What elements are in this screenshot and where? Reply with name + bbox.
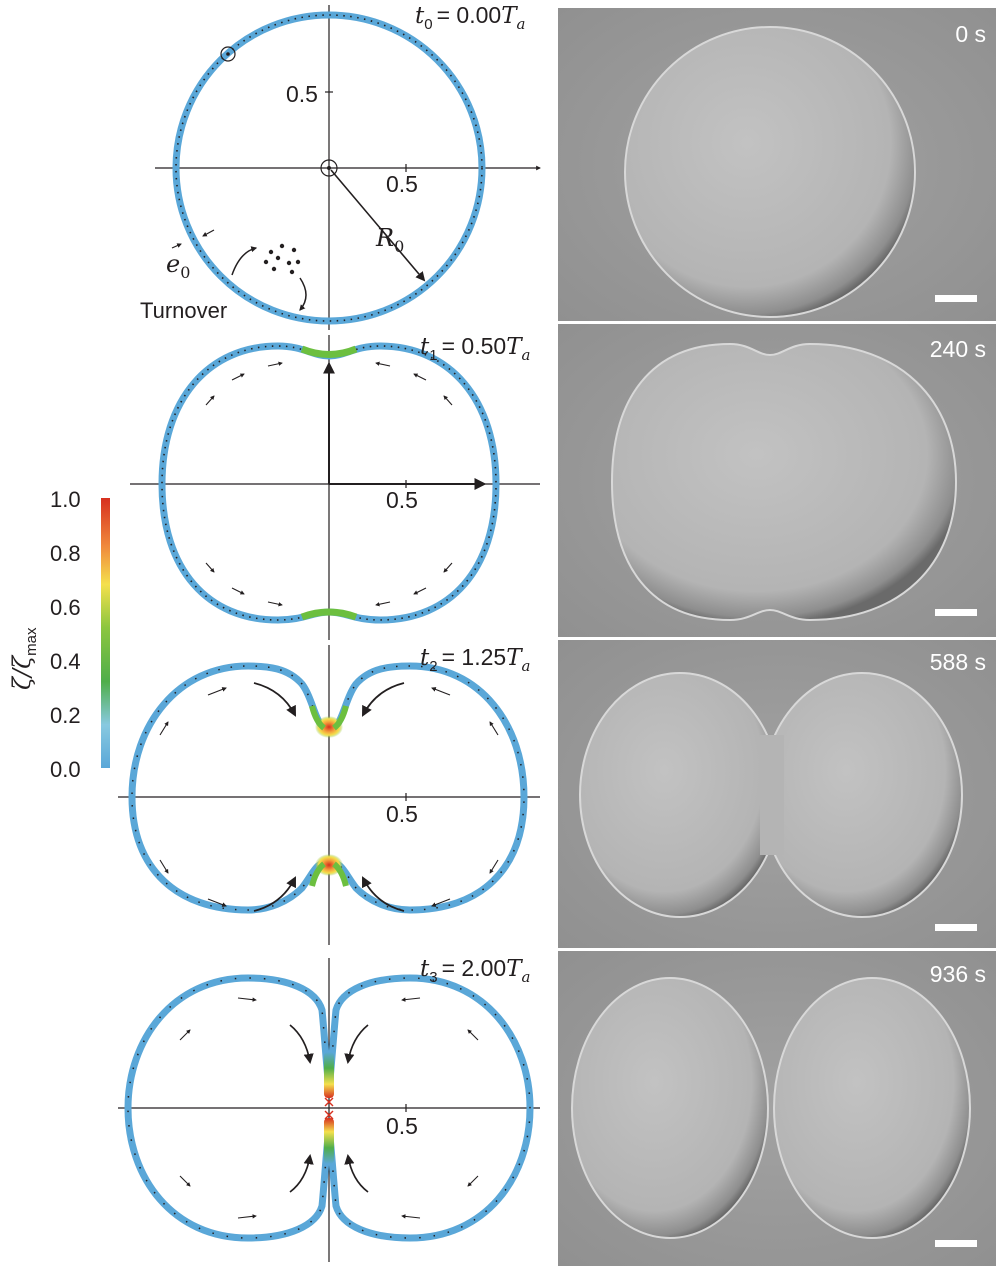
photo-panel-0: 0 s: [558, 8, 996, 321]
turnover-particles: [263, 243, 301, 275]
scale-bar: [935, 295, 977, 302]
neck-flux-marks: [324, 1097, 334, 1120]
y-tick-label: 0.5: [286, 81, 318, 107]
furrow-top-right-band: [332, 705, 349, 731]
marker-dot: [226, 52, 230, 56]
furrow-bottom-left-band: [309, 861, 326, 887]
cell-left: [571, 977, 769, 1239]
turnover-arrow-out: [231, 246, 258, 276]
x-tick-label: 0.5: [386, 171, 418, 197]
thickness-label: e0: [166, 250, 190, 282]
colorbar-tick: 1.0: [50, 487, 81, 512]
radius-label: R0: [375, 224, 404, 256]
furrow-bottom-band: [300, 608, 358, 621]
photo-panel-1: 240 s: [558, 324, 996, 637]
x-tick-label: 0.5: [386, 487, 418, 513]
flow-arrows: [205, 361, 453, 607]
time-label: t0 = 0.00Ta: [415, 2, 525, 33]
x-tick-label: 0.5: [386, 1113, 418, 1139]
furrow-hotspot-bottom: [315, 854, 343, 876]
furrow-top-left-band: [309, 705, 326, 731]
panel-t0: R0 0.5 0.5 t0 = 0.00Ta e0 Turnover: [140, 2, 541, 330]
panel-t2: 0.5 t2 = 1.25Ta: [118, 644, 540, 945]
photo-time-label: 240 s: [930, 336, 986, 362]
neck-bottom-band: [324, 1118, 334, 1164]
turnover-arrow-in: [299, 277, 307, 311]
turnover-label: Turnover: [140, 298, 227, 323]
colorbar-label: ζ/ζmax: [8, 627, 40, 690]
bridge: [760, 735, 784, 855]
photo-time-label: 0 s: [955, 21, 986, 47]
panel-t1: 0.5 t1 = 0.50Ta: [130, 333, 540, 640]
scale-bar: [935, 609, 977, 616]
colorbar-tick: 0.6: [50, 595, 81, 620]
panel-t3: 0.5 t3 = 2.00Ta: [118, 955, 540, 1262]
furrow-hotspot-top: [315, 716, 343, 738]
colorbar-tick: 0.2: [50, 703, 81, 728]
photo-time-label: 936 s: [930, 961, 986, 987]
cell-left: [579, 672, 781, 918]
colorbar-tick: 0.8: [50, 541, 81, 566]
cell-right: [773, 977, 971, 1239]
radius-arrow: [330, 169, 426, 282]
flow-arrows: [179, 997, 479, 1219]
cell: [610, 342, 958, 622]
cortex-dots: [175, 14, 483, 322]
colorbar-tick: 0.0: [50, 757, 81, 782]
photo-panel-2: 588 s: [558, 640, 996, 948]
photo-time-label: 588 s: [930, 649, 986, 675]
colorbar-tick: 0.4: [50, 649, 81, 674]
cortex-dots: [161, 345, 497, 621]
time-label: t2 = 1.25Ta: [420, 644, 530, 675]
colorbar: 1.0 0.8 0.6 0.4 0.2 0.0 ζ/ζmax: [8, 487, 110, 782]
scale-bar: [935, 1240, 977, 1247]
cell-right: [761, 672, 963, 918]
cortex-dots: [127, 977, 531, 1239]
marker-circle: [220, 46, 236, 62]
scale-bar: [935, 924, 977, 931]
cell: [625, 27, 915, 317]
neck-top-band: [324, 1052, 334, 1098]
x-tick-label: 0.5: [386, 801, 418, 827]
origin-dot: [327, 166, 331, 170]
colorbar-gradient: [101, 498, 110, 768]
thickness-arrow-b: [202, 229, 215, 237]
furrow-top-band: [300, 345, 358, 358]
origin-circle: [320, 159, 338, 177]
flow-arrows: [159, 682, 499, 912]
time-label: t1 = 0.50Ta: [420, 333, 530, 364]
furrow-bottom-right-band: [332, 861, 349, 887]
time-label: t3 = 2.00Ta: [420, 955, 530, 986]
thickness-arrow-a: [171, 243, 182, 249]
photo-panel-3: 936 s: [558, 951, 996, 1266]
